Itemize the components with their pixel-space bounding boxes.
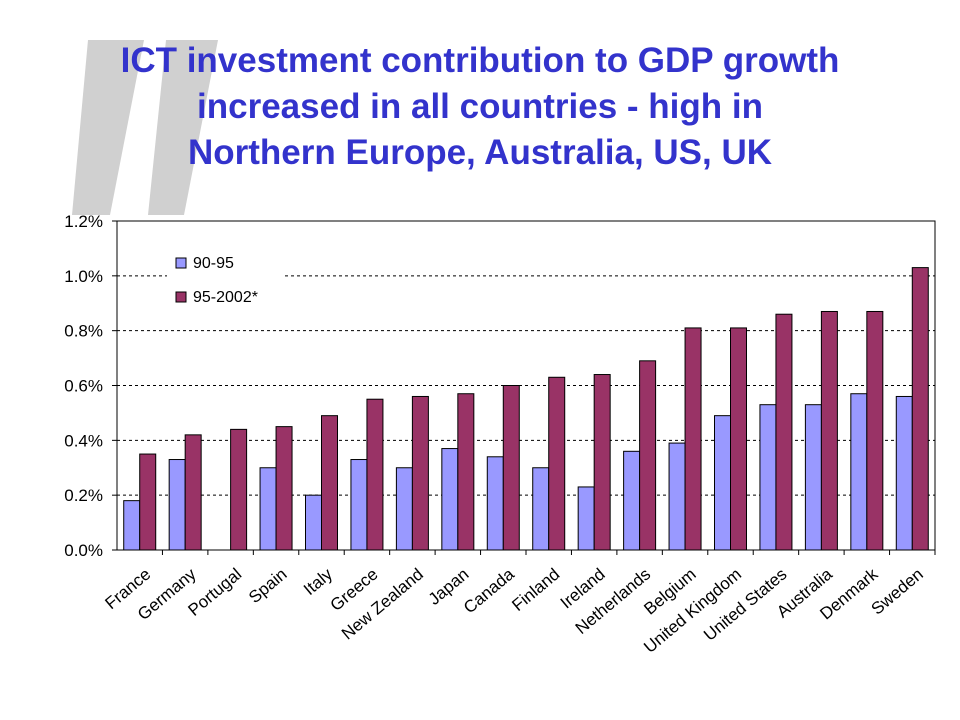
bar	[804, 404, 822, 551]
bar	[230, 428, 248, 551]
x-category-label: Canada	[460, 564, 518, 617]
bar	[168, 459, 186, 551]
x-category-label: Sweden	[868, 565, 927, 619]
bar	[457, 393, 475, 551]
y-tick-label: 1.0%	[64, 267, 103, 286]
bar	[532, 467, 550, 551]
bar	[684, 327, 702, 551]
y-tick-label: 0.6%	[64, 377, 103, 396]
x-category-label: Finland	[508, 565, 563, 615]
bar	[759, 404, 777, 551]
legend-swatch	[175, 257, 187, 269]
bar	[593, 374, 611, 551]
bar	[411, 395, 429, 551]
title-line-2: increased in all countries - high in	[197, 87, 763, 126]
bar	[395, 467, 413, 551]
bar	[486, 456, 504, 551]
legend-label: 90-95	[193, 255, 234, 272]
bar	[184, 434, 202, 551]
y-tick-label: 0.4%	[64, 431, 103, 450]
bars	[123, 267, 929, 551]
bar	[350, 459, 368, 551]
bar	[305, 494, 322, 551]
bar	[895, 395, 913, 551]
legend-label: 95-2002*	[193, 289, 258, 306]
bar	[123, 500, 141, 551]
bar	[850, 393, 868, 551]
x-category-label: Italy	[300, 564, 336, 599]
legend-swatch	[175, 291, 187, 303]
bar	[775, 313, 793, 551]
bar	[259, 467, 277, 551]
bar	[366, 398, 384, 551]
title-line-1: ICT investment contribution to GDP growt…	[120, 41, 840, 80]
bar	[321, 415, 338, 551]
bar	[548, 376, 566, 551]
bar	[911, 267, 929, 551]
bar	[820, 310, 838, 551]
x-category-label: Spain	[245, 565, 291, 608]
bar	[502, 385, 520, 551]
axes	[112, 220, 936, 555]
y-tick-label: 0.2%	[64, 486, 103, 505]
bar	[730, 327, 747, 551]
quote-mark-icon	[72, 40, 218, 215]
bar	[441, 448, 459, 551]
legend: 90-95 95-2002*	[167, 248, 282, 312]
bar	[866, 310, 884, 551]
bar	[275, 426, 293, 551]
bar	[639, 360, 657, 551]
bar	[577, 486, 595, 551]
slide-title: ICT investment contribution to GDP growt…	[0, 38, 960, 176]
bar	[623, 450, 641, 551]
bar	[668, 442, 686, 551]
bar	[139, 453, 157, 551]
y-tick-label: 0.8%	[64, 322, 103, 341]
bar	[714, 415, 731, 551]
y-tick-label: 0.0%	[64, 541, 103, 560]
title-line-3: Northern Europe, Australia, US, UK	[187, 133, 773, 172]
y-tick-label: 1.2%	[64, 212, 103, 231]
